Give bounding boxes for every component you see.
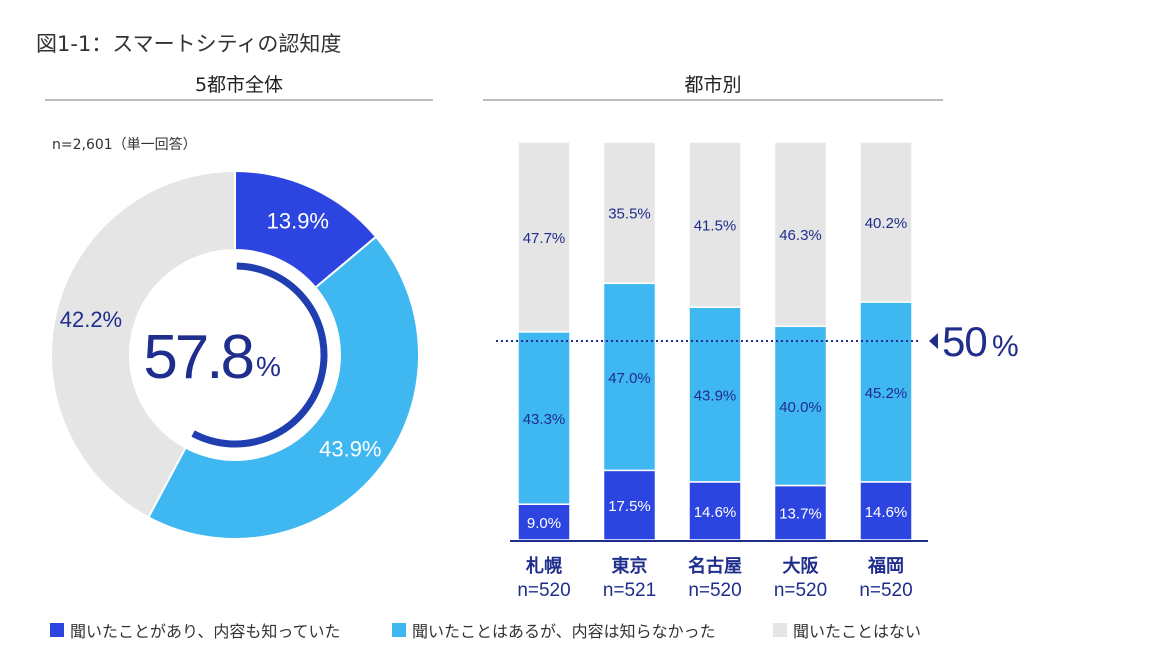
reference-label-value: 50 (942, 318, 987, 365)
legend-swatch-icon (392, 623, 406, 637)
legend-item-not-heard: 聞いたことはない (773, 618, 921, 642)
donut-label-not-heard: 42.2% (60, 307, 122, 332)
bar-segment-heard (859, 301, 913, 483)
donut-slice-heard (147, 235, 420, 541)
category-label: 札幌 (525, 555, 562, 576)
legend-item-heard: 聞いたことはあるが、内容は知らなかった (392, 618, 716, 642)
bar-segment-heard (602, 282, 657, 472)
category-label: 大阪 (783, 555, 820, 576)
bar-label-not-heard: 40.2% (865, 215, 908, 232)
category-sample-size: n=520 (774, 580, 827, 601)
category-sample-size: n=520 (688, 580, 741, 601)
bar-label-heard: 43.3% (523, 411, 566, 428)
center-total-value: 57.8 (143, 323, 252, 392)
bar-segment-not-heard (773, 141, 828, 328)
donut-label-aware: 13.9% (267, 208, 329, 233)
bar-segment-aware (859, 481, 913, 541)
bar-segment-aware (773, 484, 828, 541)
legend-swatch-icon (50, 623, 64, 637)
bar-segment-not-heard (602, 141, 657, 285)
legend-swatch-icon (773, 623, 787, 637)
bar-label-aware: 14.6% (865, 504, 908, 521)
bar-label-not-heard: 35.5% (608, 206, 651, 223)
category-sample-size: n=520 (859, 580, 912, 601)
bar-label-heard: 45.2% (865, 385, 908, 402)
bar-label-not-heard: 41.5% (694, 218, 737, 235)
bar-segment-not-heard (517, 141, 571, 333)
bar-segment-not-heard (688, 141, 742, 308)
bar-label-heard: 40.0% (779, 399, 822, 416)
bar-segment-heard (688, 306, 742, 483)
bar-segment-heard (517, 331, 571, 505)
bar-label-aware: 13.7% (779, 506, 822, 523)
bar-label-aware: 9.0% (527, 515, 561, 532)
center-total-unit: % (256, 351, 281, 382)
bar-segment-not-heard (859, 141, 913, 303)
overall-title-rule (45, 99, 433, 101)
donut-label-heard: 43.9% (319, 437, 381, 462)
category-label: 東京 (612, 555, 648, 576)
legend-label: 聞いたことはない (793, 622, 922, 641)
donut-slice-not-heard (50, 169, 236, 519)
stacked-bar-chart: 50 % 9.0% 43.3% 47.7% 17.5% 47.0% 35.5% 14.6% 4… (496, 141, 1019, 601)
category-sample-size: n=521 (603, 580, 656, 601)
legend-label: 聞いたことはあるが、内容は知らなかった (412, 622, 716, 641)
reference-label-unit: % (992, 330, 1019, 363)
center-total-arc (191, 262, 328, 448)
category-sample-size: n=520 (517, 580, 570, 601)
bar-label-aware: 17.5% (608, 498, 651, 515)
bar-label-heard: 43.9% (694, 388, 737, 405)
category-label: 福岡 (867, 555, 904, 576)
category-label: 名古屋 (688, 555, 742, 576)
bar-label-not-heard: 47.7% (523, 230, 566, 247)
legend-label: 聞いたことがあり、内容も知っていた (70, 622, 341, 641)
bar-label-heard: 47.0% (608, 370, 651, 387)
overall-chart-title: 5都市全体 (194, 74, 284, 96)
bar-segment-aware (688, 481, 742, 541)
bar-label-not-heard: 46.3% (779, 227, 822, 244)
city-title-rule (483, 99, 943, 101)
donut-chart: 57.8 % 13.9% 43.9% 42.2% (50, 169, 420, 541)
bar-segment-heard (773, 325, 828, 487)
reference-arrow-icon (929, 333, 938, 349)
bar-label-aware: 14.6% (694, 504, 737, 521)
sample-size-note: n=2,601（単一回答） (52, 137, 197, 153)
legend-item-aware: 聞いたことがあり、内容も知っていた (50, 618, 341, 642)
figure-title: 図1-1：スマートシティの認知度 (36, 32, 342, 56)
city-chart-title: 都市別 (684, 74, 742, 96)
